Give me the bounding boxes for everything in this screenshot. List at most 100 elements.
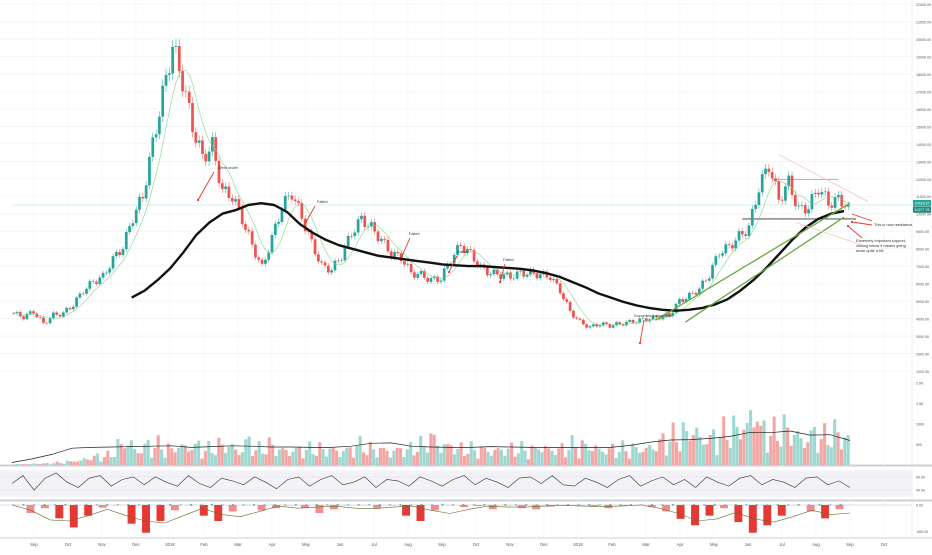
candle-body	[834, 197, 837, 208]
price-tick-label: 12000.00	[916, 178, 931, 182]
volume-bar	[59, 463, 62, 465]
volume-bar	[759, 426, 762, 465]
volume-bar	[530, 446, 533, 465]
candle-body	[297, 201, 300, 203]
volume-bar	[110, 457, 113, 465]
time-tick-label: 2018	[165, 542, 175, 547]
volume-bar	[295, 448, 298, 465]
volume-bar	[688, 440, 691, 465]
candle-body	[291, 196, 294, 200]
candle-body	[512, 279, 515, 280]
candle-body	[231, 198, 234, 201]
volume-bar	[308, 441, 311, 465]
volume-bar	[645, 448, 648, 465]
candle-body	[92, 281, 95, 282]
candle-body	[572, 311, 575, 318]
volume-bar	[665, 455, 668, 465]
volume-tick-label: 500	[916, 443, 922, 447]
candle-body	[185, 91, 188, 92]
volume-bar	[487, 452, 490, 465]
volume-bar	[773, 417, 776, 465]
volume-bar	[429, 434, 432, 465]
annotation-text: Failed	[457, 249, 468, 254]
volume-bar	[399, 448, 402, 465]
time-tick-label: Jun	[745, 542, 752, 547]
volume-bar	[826, 445, 829, 465]
macd-histogram-bar	[330, 505, 338, 509]
volume-bar	[227, 447, 230, 465]
candle-body	[340, 260, 343, 261]
volume-bar	[359, 436, 362, 465]
time-tick-label: Jul	[371, 542, 376, 547]
candle-body	[334, 261, 337, 271]
candle-body	[264, 260, 267, 264]
macd-histogram-bar	[431, 505, 439, 510]
macd-histogram-bar	[258, 505, 266, 510]
time-tick-label: Oct	[473, 542, 480, 547]
candle-body	[85, 289, 88, 294]
volume-bar	[584, 444, 587, 465]
macd-zero-marker	[400, 504, 402, 505]
candle-body	[112, 256, 115, 268]
candle-body	[204, 154, 207, 161]
candle-body	[734, 240, 737, 248]
macd-zero-marker	[22, 504, 24, 505]
time-tick-label: May	[710, 542, 719, 547]
volume-bar	[214, 455, 217, 465]
candle-body	[764, 169, 767, 174]
candle-body	[287, 196, 290, 197]
rsi-tick-label: 60.00	[916, 475, 925, 479]
candle-body	[102, 273, 105, 278]
volume-tick-label: 1000	[916, 423, 924, 427]
candle-body	[244, 224, 247, 230]
volume-bar	[160, 449, 163, 465]
annotation-text: Failed	[317, 199, 328, 204]
candle-body	[618, 322, 621, 324]
macd-histogram-bar	[99, 505, 107, 508]
candle-body	[565, 299, 568, 302]
candle-body	[221, 183, 224, 189]
candle-body	[327, 266, 330, 273]
candle-body	[705, 281, 708, 282]
volume-bar	[564, 457, 567, 465]
macd-zero-marker	[609, 504, 611, 505]
volume-bar	[587, 450, 590, 465]
candle-body	[701, 281, 704, 289]
volume-bar	[534, 448, 537, 465]
macd-zero-marker	[735, 504, 737, 505]
macd-zero-marker	[201, 504, 203, 505]
candle-body	[758, 192, 761, 205]
macd-histogram-bar	[26, 505, 34, 513]
candle-body	[257, 257, 260, 259]
time-tick-label: Aug	[404, 542, 412, 547]
volume-bar	[520, 441, 523, 465]
macd-zero-marker	[96, 504, 98, 505]
volume-bar	[234, 450, 237, 465]
volume-bar	[473, 450, 476, 465]
candle-body	[579, 319, 582, 320]
candle-body	[797, 206, 800, 207]
volume-bar	[322, 449, 325, 465]
price-tick-label: 19000.00	[916, 55, 931, 59]
volume-bar	[170, 448, 173, 465]
volume-bar	[29, 464, 32, 465]
price-tick-label: 13000.00	[916, 160, 931, 164]
price-tick-label: 6000.00	[916, 283, 929, 287]
time-tick-label: Mar	[642, 542, 650, 547]
volume-bar	[830, 447, 833, 465]
candle-body	[261, 260, 264, 264]
macd-histogram-bar	[171, 505, 179, 510]
annotation-text: This is now resistance.	[874, 222, 913, 227]
volume-bar	[557, 448, 560, 465]
volume-bar	[678, 451, 681, 465]
macd-zero-marker	[504, 504, 506, 505]
candle-body	[55, 313, 58, 315]
volume-bar	[275, 456, 278, 465]
time-tick-label: Sep	[438, 542, 446, 547]
volume-bar	[779, 447, 782, 465]
candle-body	[420, 271, 423, 274]
volume-bar	[493, 450, 496, 465]
candle-body	[718, 256, 721, 257]
macd-histogram-bar	[821, 505, 829, 518]
macd-zero-marker	[599, 504, 601, 505]
